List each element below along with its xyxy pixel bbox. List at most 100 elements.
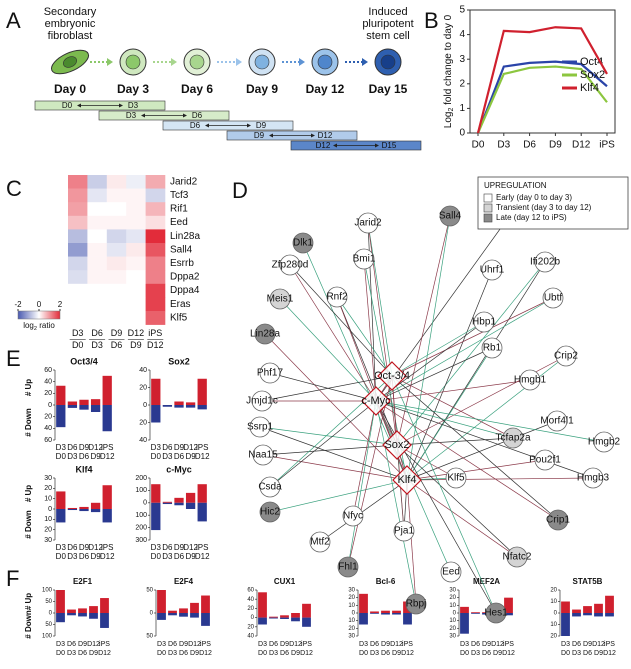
- bar: [67, 405, 78, 408]
- bar: [258, 592, 267, 618]
- y-tick-label: 20: [139, 419, 147, 426]
- bar: [56, 405, 66, 428]
- node: [353, 248, 375, 270]
- panel-label: F: [6, 566, 19, 591]
- edge: [406, 477, 594, 481]
- x-tick-label: D9: [381, 641, 390, 648]
- edge: [396, 355, 567, 446]
- node-label: Rbpj: [406, 599, 427, 610]
- x-tick-label: D6: [162, 543, 173, 552]
- heat-cell: [68, 270, 88, 285]
- line-series: [476, 26, 608, 134]
- node-label: Hic2: [260, 507, 280, 518]
- node: [502, 427, 524, 449]
- x-tick-label: D0: [472, 140, 485, 151]
- x-tick-label: D9: [594, 650, 603, 657]
- y-tick-label: 30: [44, 475, 52, 482]
- edge: [396, 261, 546, 446]
- heat-cell: [68, 175, 88, 189]
- bar: [471, 612, 480, 613]
- bar: [174, 497, 184, 503]
- node-label: Morf4l1: [540, 416, 574, 427]
- x-tick-label: iPS: [196, 443, 208, 452]
- chart-title: E2F1: [73, 577, 93, 586]
- heat-cell: [68, 229, 88, 244]
- y-tick-label: 10: [44, 496, 52, 503]
- bar: [370, 611, 379, 613]
- y-tick-label: 100: [42, 634, 53, 640]
- bar: [56, 590, 65, 613]
- node: [292, 232, 314, 254]
- heat-cell: [106, 202, 127, 217]
- heat-cell: [145, 311, 166, 325]
- x-tick-label: D12: [195, 552, 210, 561]
- edge: [269, 479, 408, 513]
- node: [546, 410, 568, 432]
- x-tick-label: D6: [67, 443, 78, 452]
- row-label: Lin28a: [170, 231, 200, 242]
- x-tick-label: D12: [87, 641, 100, 648]
- bar: [56, 385, 66, 405]
- heat-cell: [106, 229, 127, 244]
- edge: [259, 426, 408, 481]
- row-label: Eras: [170, 299, 191, 310]
- bar: [605, 613, 614, 617]
- node-label: Ifi202b: [530, 257, 560, 268]
- x-tick-label: D12: [502, 650, 515, 657]
- x-tick-label: D12: [592, 641, 605, 648]
- y-tick-label: 20: [247, 606, 254, 612]
- x-tick-label: D3: [168, 650, 177, 657]
- day-label: Day 0: [54, 82, 86, 96]
- node-label: Hmgb3: [577, 473, 610, 484]
- edge: [269, 372, 377, 402]
- y-tick-label: 60: [247, 588, 254, 594]
- bar: [157, 590, 166, 613]
- heat-cell: [126, 215, 146, 230]
- bar: [79, 399, 89, 405]
- heat-cell: [87, 311, 108, 325]
- heat-cell: [68, 297, 88, 312]
- edge: [259, 426, 398, 446]
- up-label: # Up: [24, 485, 33, 502]
- chart-title: E2F4: [174, 577, 194, 586]
- edge: [289, 264, 377, 402]
- bar: [302, 603, 311, 618]
- x-tick-label: D0: [561, 650, 570, 657]
- x-tick-label: D6: [269, 641, 278, 648]
- x-tick-label: iPS: [503, 641, 514, 648]
- nucleus: [125, 54, 141, 70]
- x-tick-label: D12: [183, 443, 198, 452]
- x-tick-label: D9: [583, 641, 592, 648]
- arrow-head: [171, 58, 177, 66]
- bar: [583, 613, 592, 616]
- bar: [79, 506, 89, 509]
- y-tick-label: 10: [550, 599, 557, 605]
- heat-cell: [106, 188, 127, 203]
- node: [259, 501, 281, 523]
- edge: [262, 444, 398, 456]
- x-tick-label: D6: [174, 452, 185, 461]
- x-tick-label: D9: [185, 452, 196, 461]
- hub: [382, 430, 412, 460]
- y-tick-label: 30: [44, 537, 52, 544]
- column-label: D6: [111, 340, 123, 350]
- edge: [264, 333, 408, 481]
- node: [445, 467, 467, 489]
- bar: [102, 485, 112, 509]
- bar: [359, 613, 368, 625]
- start-label: fibroblast: [48, 30, 93, 42]
- edge: [336, 296, 393, 377]
- row-label: Tcf3: [170, 190, 189, 201]
- bar: [78, 608, 87, 613]
- bar: [594, 603, 603, 613]
- bar: [67, 401, 78, 405]
- edge: [391, 375, 514, 439]
- x-tick-label: iPS: [101, 443, 113, 452]
- heat-cell: [145, 215, 166, 230]
- x-tick-label: D3: [460, 641, 469, 648]
- node: [481, 337, 503, 359]
- bar: [392, 610, 401, 613]
- heat-cell: [106, 311, 127, 325]
- bar: [174, 401, 184, 405]
- node-label: Rb1: [483, 343, 502, 354]
